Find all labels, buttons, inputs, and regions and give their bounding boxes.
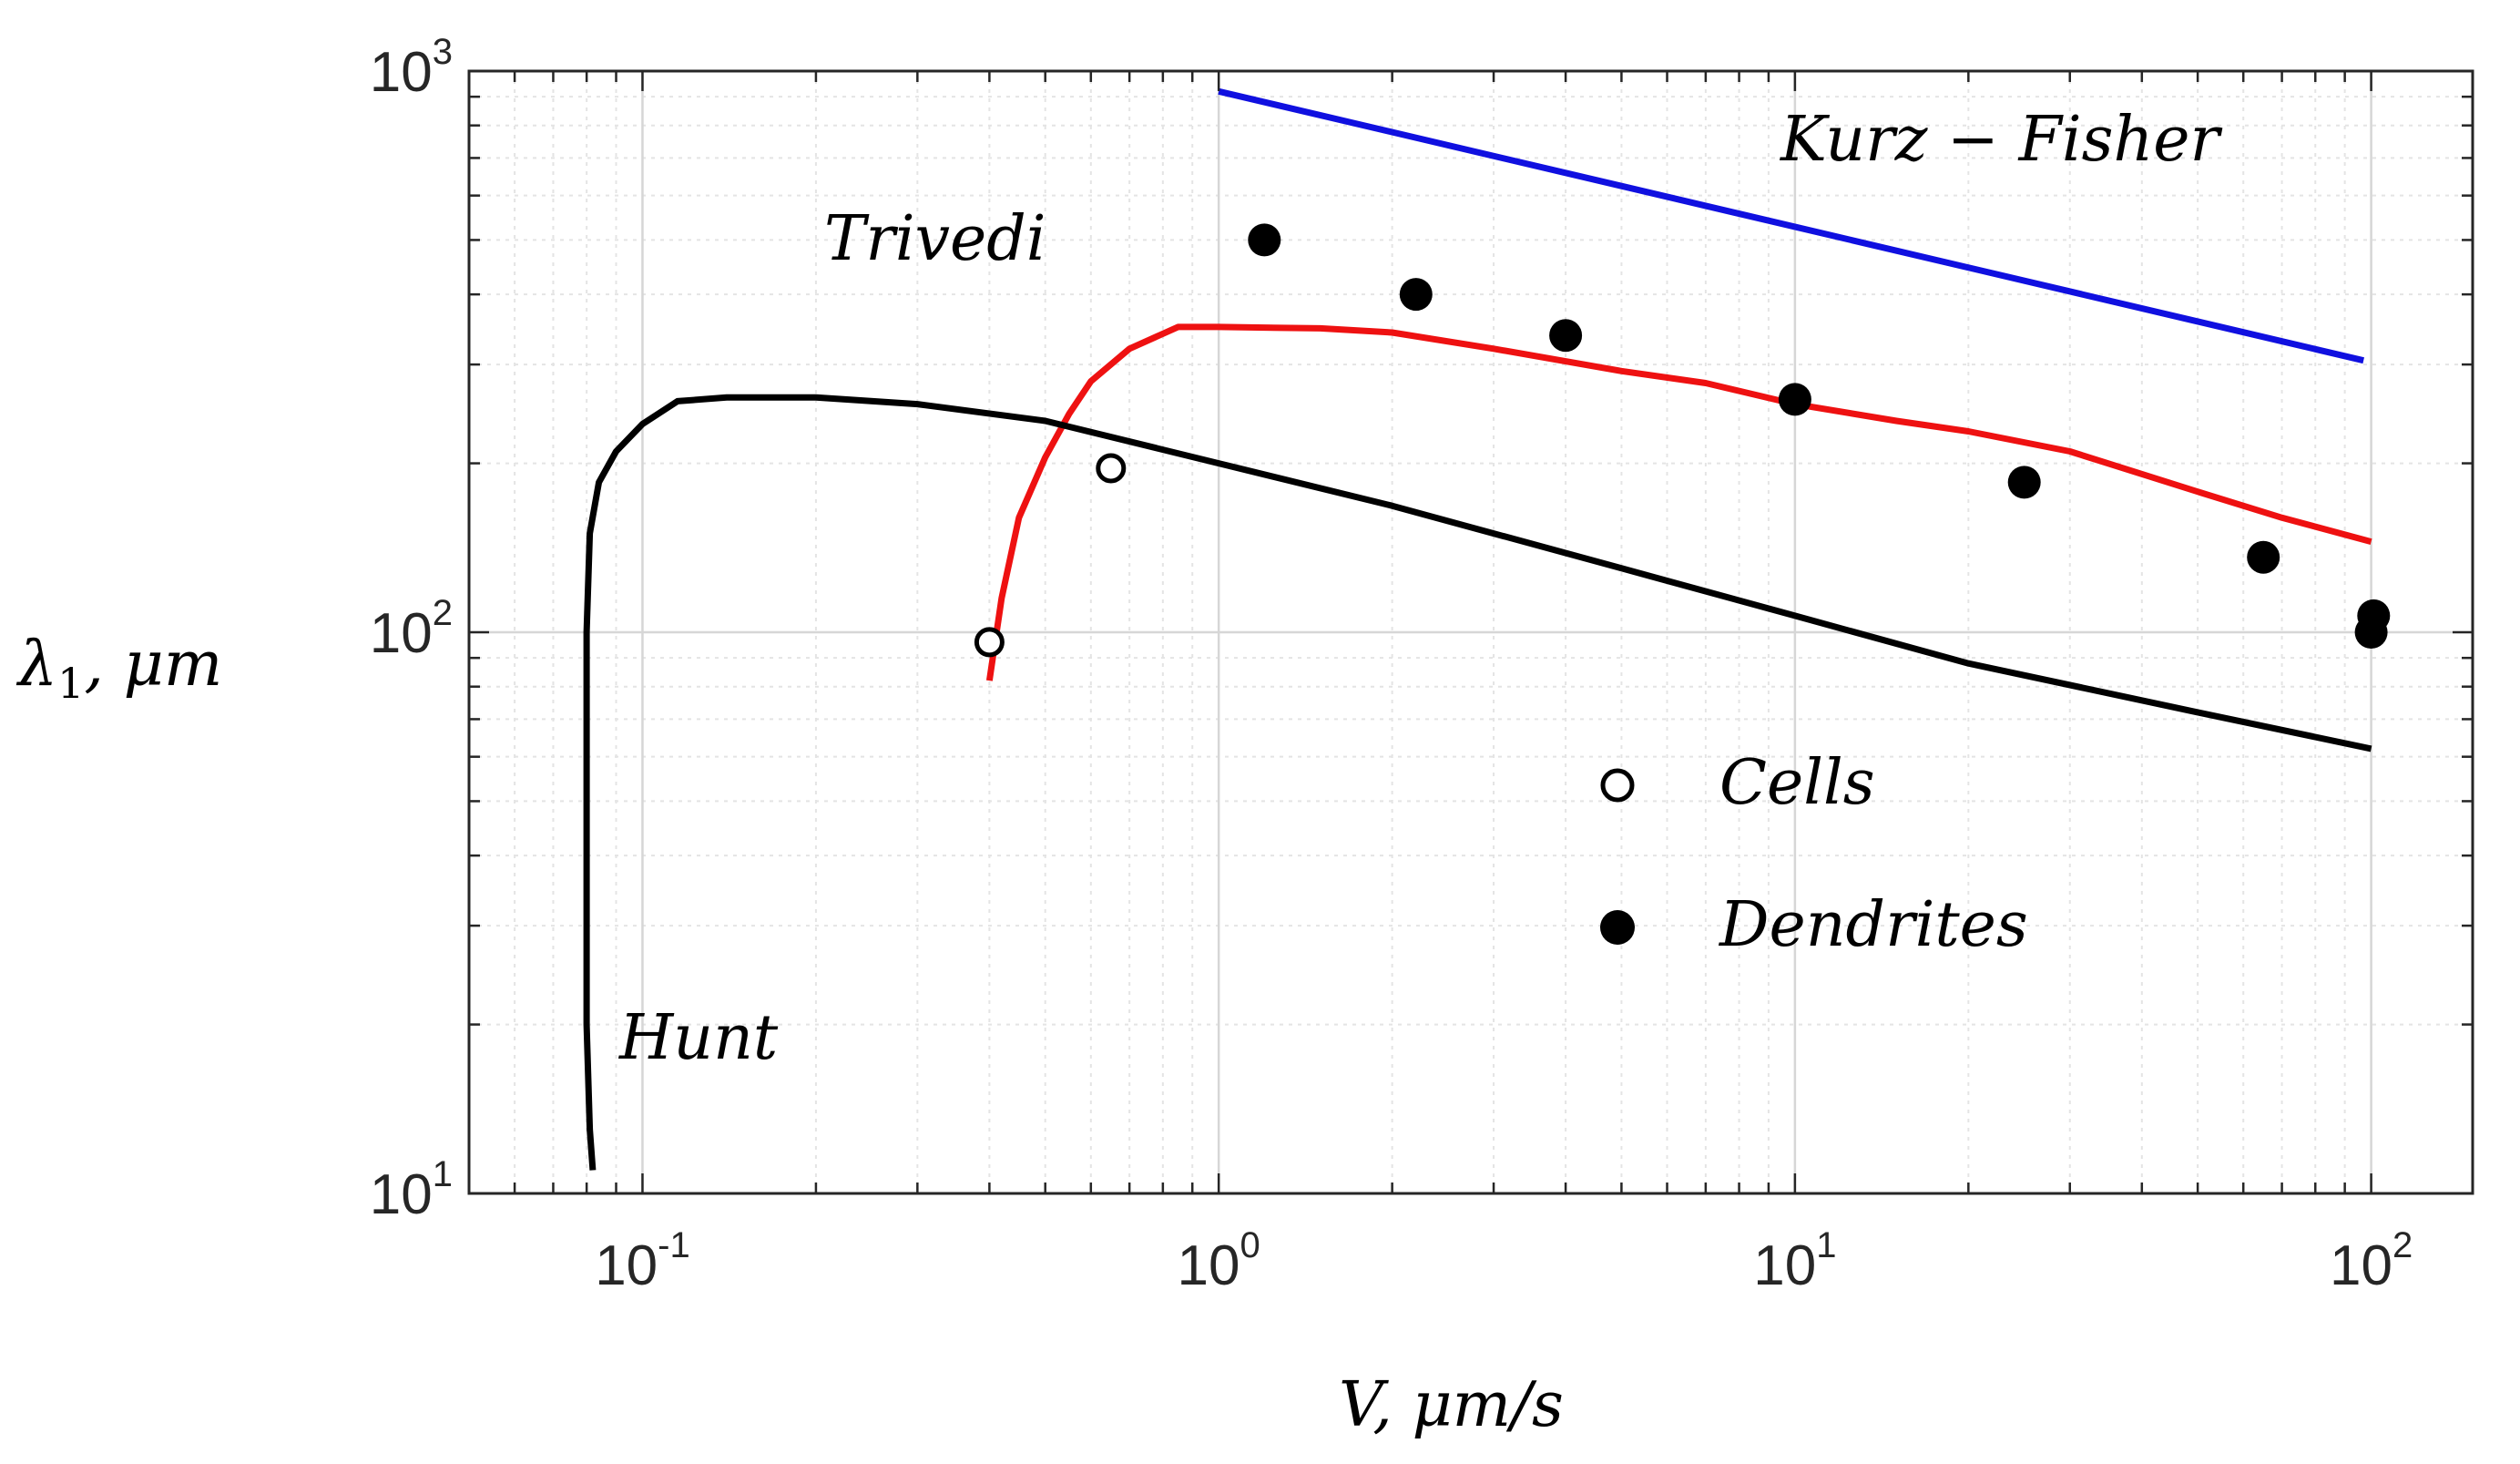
x-tick-label-base: 10 (2330, 1234, 2392, 1297)
series-line-hunt (583, 394, 2372, 1171)
legend-label-dendrites: Dendrites (1718, 889, 2028, 961)
x-tick-label: 10-1 (595, 1225, 690, 1297)
legend-marker-cells (1600, 768, 1635, 803)
x-tick-label: 102 (2330, 1225, 2413, 1297)
series-line-kurz-fisher (1218, 87, 2365, 364)
x-tick-label-exponent: 0 (1240, 1225, 1260, 1265)
data-point-dendrites (1549, 319, 1583, 353)
y-axis-label-base: λ (15, 629, 57, 701)
y-axis-label-subscript: 1 (57, 659, 84, 708)
legend: Cells Dendrites (1600, 747, 2028, 961)
y-tick-label-exponent: 3 (433, 32, 453, 72)
data-point-dendrites (1399, 278, 1433, 312)
plot-series (583, 87, 2372, 1171)
y-tick-label: 101 (370, 1154, 453, 1226)
x-tick-label-base: 10 (1753, 1234, 1816, 1297)
data-point-dendrites (2357, 599, 2391, 632)
x-tick-label-exponent: 1 (1816, 1225, 1836, 1265)
data-point-dendrites (2247, 540, 2280, 574)
axis-ticks (467, 69, 2473, 1195)
x-tick-label-base: 10 (1178, 1234, 1240, 1297)
y-axis-label: λ1, μm (15, 629, 222, 708)
y-tick-label-exponent: 1 (433, 1154, 453, 1194)
data-point-cells (1096, 453, 1127, 484)
x-tick-label: 101 (1753, 1225, 1836, 1297)
y-tick-label: 102 (370, 593, 453, 665)
x-tick-label: 100 (1178, 1225, 1260, 1297)
annotation-trivedi: Trivedi (824, 203, 1046, 275)
plot-markers (974, 223, 2391, 658)
y-tick-label: 103 (370, 32, 453, 104)
annotation-kurz-fisher: Kurz − Fisher (1779, 104, 2223, 176)
y-axis-label-unit: , μm (84, 629, 222, 701)
series-line-trivedi (985, 323, 2372, 681)
y-tick-label-base: 10 (370, 41, 433, 104)
data-point-dendrites (1778, 383, 1811, 416)
data-point-cells (974, 627, 1005, 658)
minor-grid (468, 71, 2473, 1193)
data-point-dendrites (1248, 223, 1281, 257)
data-point-dendrites (2007, 466, 2041, 499)
x-tick-label-base: 10 (595, 1234, 658, 1297)
legend-marker-dendrites (1600, 910, 1635, 945)
y-tick-label-base: 10 (370, 602, 433, 665)
x-axis-label: V, μm/s (1339, 1369, 1564, 1441)
annotation-hunt: Hunt (617, 1002, 779, 1074)
legend-label-cells: Cells (1719, 747, 1875, 819)
y-tick-label-exponent: 2 (433, 593, 453, 633)
x-tick-label-exponent: 2 (2392, 1225, 2413, 1265)
x-tick-label-exponent: -1 (658, 1225, 690, 1265)
y-tick-label-base: 10 (370, 1163, 433, 1226)
